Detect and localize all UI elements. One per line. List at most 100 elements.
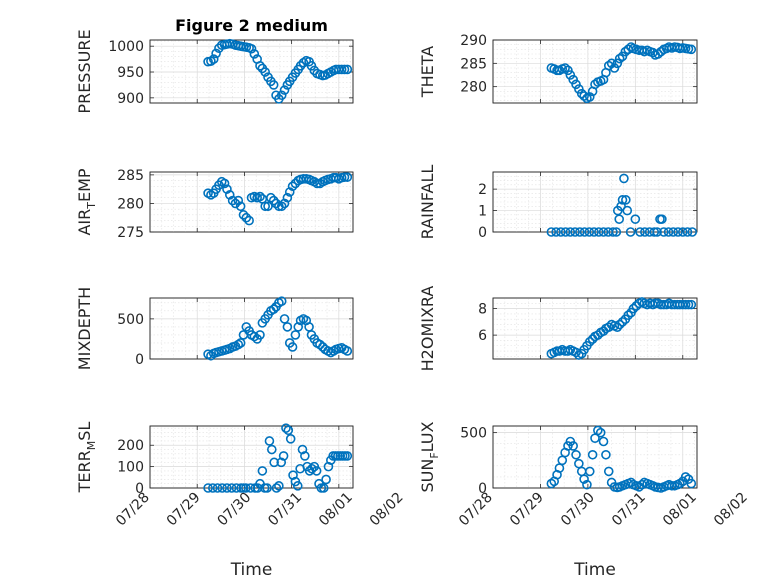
data-point [268, 195, 279, 206]
chart-h2omixra: 6 8 H2OMIXRA [418, 286, 698, 372]
data-point [233, 339, 244, 350]
data-point [582, 479, 592, 490]
data-point [274, 481, 284, 491]
y-tick-label: 0 [135, 481, 144, 497]
data-point [677, 227, 688, 237]
series-points [546, 297, 697, 360]
data-point [211, 48, 221, 59]
data-point [231, 483, 242, 493]
data-point [584, 336, 595, 347]
data-point [342, 451, 353, 461]
series-points [203, 423, 353, 493]
data-point [673, 227, 683, 237]
data-point [614, 53, 625, 64]
data-point [287, 181, 298, 192]
data-point [598, 436, 609, 447]
data-point [342, 346, 353, 356]
data-point [245, 483, 256, 493]
data-point [606, 58, 617, 69]
data-point [276, 90, 287, 101]
data-point [288, 470, 298, 480]
data-point [268, 304, 279, 315]
data-point [257, 466, 268, 476]
data-point [614, 214, 624, 224]
data-point [219, 178, 230, 189]
data-point [682, 227, 693, 237]
axes-frame [492, 297, 698, 360]
data-point [568, 74, 578, 85]
data-point [571, 449, 581, 460]
y-axis-label: PRESSURE [75, 29, 94, 113]
data-point [342, 64, 353, 75]
data-point [563, 65, 573, 76]
y-tick-label: 8 [478, 302, 487, 318]
y-tick-label: 0 [478, 481, 487, 497]
data-point [224, 190, 235, 200]
data-point [657, 214, 667, 224]
data-point [241, 483, 251, 493]
data-point [208, 54, 219, 64]
data-point [282, 322, 293, 332]
data-point [546, 227, 557, 237]
data-point [663, 227, 674, 237]
data-point [570, 227, 580, 237]
data-point [323, 461, 334, 472]
data-point [620, 46, 631, 57]
data-point [290, 330, 301, 340]
data-point [686, 44, 697, 55]
data-point [246, 43, 257, 54]
data-point [589, 227, 599, 237]
series-points [203, 296, 353, 361]
y-tick-label: 6 [478, 328, 487, 344]
data-point [307, 463, 317, 474]
chart-title: Figure 2 medium [175, 16, 328, 35]
data-point [276, 201, 287, 212]
y-tick-label: 285 [460, 56, 487, 72]
data-point [342, 172, 353, 182]
y-axis-label: AIRTEMP [75, 168, 98, 235]
data-point [279, 314, 290, 324]
series-points [546, 425, 697, 493]
data-point [285, 434, 296, 444]
data-point [249, 49, 260, 59]
axes-frame [149, 171, 354, 233]
data-point [227, 195, 238, 206]
data-point [584, 92, 595, 102]
data-point [293, 322, 304, 332]
data-point [579, 227, 590, 237]
data-point [255, 191, 265, 202]
series-points [203, 38, 353, 104]
data-point [274, 201, 284, 212]
data-point [619, 173, 629, 184]
data-point [680, 299, 691, 310]
data-point [560, 227, 571, 237]
data-point [565, 227, 576, 237]
data-point [269, 457, 279, 468]
y-tick-label: 950 [117, 65, 144, 81]
chart-pressure: 900 950 1000 PRESSURE Figure 2 medium [75, 16, 354, 114]
y-tick-label: 280 [460, 80, 487, 96]
data-point [587, 449, 598, 460]
axes-frame [149, 297, 354, 360]
data-point [287, 342, 298, 352]
data-point [300, 451, 310, 461]
y-tick-label: 500 [460, 426, 487, 442]
y-axis-label: MIXDEPTH [75, 287, 94, 370]
data-point [575, 227, 585, 237]
data-point [238, 210, 249, 220]
data-point [212, 483, 223, 493]
y-tick-label: 280 [117, 196, 144, 212]
data-point [617, 195, 628, 205]
y-axis-label: H2OMIXRA [418, 286, 437, 372]
data-point [614, 319, 625, 330]
data-point [318, 483, 329, 493]
data-point [241, 212, 252, 223]
data-point [260, 67, 270, 77]
data-point [630, 214, 641, 224]
data-point [617, 317, 628, 327]
data-point [339, 172, 350, 182]
data-point [279, 198, 290, 209]
data-point [621, 195, 631, 205]
plot-area [149, 425, 354, 489]
data-point [683, 299, 694, 310]
